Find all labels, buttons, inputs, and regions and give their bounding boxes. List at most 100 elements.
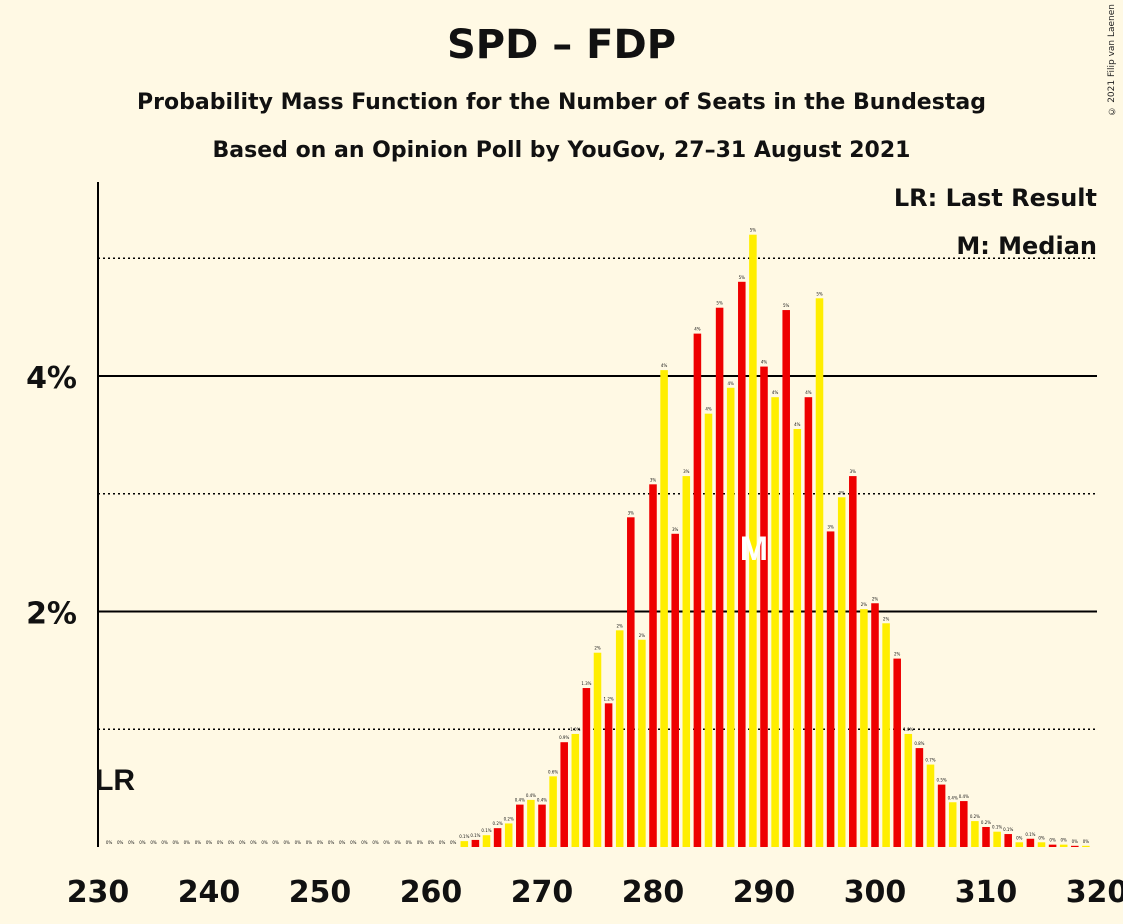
bar-label-seat-242: 0% <box>228 840 235 845</box>
bar-seat-318 <box>1071 845 1079 847</box>
bar-seat-309 <box>971 821 979 847</box>
bar-label-seat-244: 0% <box>250 840 257 845</box>
legend-median: M: Median <box>956 232 1097 260</box>
bars <box>460 234 1090 848</box>
bar-label-seat-293: 4% <box>794 422 801 427</box>
bar-label-seat-247: 0% <box>284 840 291 845</box>
bar-seat-263 <box>460 841 469 847</box>
bar-label-seat-267: 0.2% <box>504 816 514 821</box>
bar-label-seat-295: 5% <box>816 291 823 296</box>
bar-label-seat-275: 2% <box>594 646 601 651</box>
bar-seat-295 <box>815 298 824 847</box>
bar-label-seat-308: 0.4% <box>959 794 969 799</box>
bar-label-seat-268: 0.4% <box>515 798 525 803</box>
bar-label-seat-309: 0.2% <box>970 814 980 819</box>
x-tick-240: 240 <box>178 875 241 910</box>
bar-label-seat-252: 0% <box>339 840 346 845</box>
bar-label-seat-306: 0.5% <box>937 778 947 783</box>
last-result-marker: LR <box>95 764 135 797</box>
bar-seat-300 <box>871 603 879 847</box>
bar-seat-272 <box>560 742 568 847</box>
bar-seat-264 <box>471 839 480 847</box>
bar-label-seat-313: 0% <box>1016 835 1023 840</box>
bar-seat-319 <box>1082 845 1090 847</box>
bar-label-seat-269: 0.4% <box>526 793 536 798</box>
bar-seat-304 <box>915 748 924 847</box>
bar-seat-311 <box>993 831 1001 847</box>
bar-seat-298 <box>849 476 857 847</box>
bar-seat-303 <box>904 733 913 847</box>
bar-label-seat-235: 0% <box>150 840 157 845</box>
bar-seat-308 <box>960 801 968 847</box>
bar-label-seat-283: 3% <box>683 469 690 474</box>
bar-seat-279 <box>638 639 646 847</box>
bar-label-seat-282: 3% <box>672 527 679 532</box>
bar-label-seat-299: 2% <box>861 602 868 607</box>
bar-label-seat-317: 0% <box>1061 838 1068 843</box>
bar-seat-281 <box>660 370 668 847</box>
bar-seat-312 <box>1004 834 1012 847</box>
bar-seat-302 <box>893 658 901 847</box>
bar-label-seat-271: 0.6% <box>548 769 558 774</box>
bar-label-seat-315: 0% <box>1038 835 1045 840</box>
bar-label-seat-285: 4% <box>705 407 712 412</box>
x-tick-310: 310 <box>955 875 1018 910</box>
bar-label-seat-305: 0.7% <box>925 758 935 763</box>
bar-label-seat-232: 0% <box>117 840 124 845</box>
bar-label-seat-284: 4% <box>694 327 701 332</box>
bar-label-seat-274: 1.3% <box>581 681 591 686</box>
bar-label-seat-316: 0% <box>1049 838 1056 843</box>
bar-label-seat-303: 1.0% <box>903 727 913 732</box>
x-tick-labels: 230 240 250 260 270 280 290 300 310 320 <box>67 875 1123 910</box>
bar-label-seat-280: 3% <box>650 477 657 482</box>
bar-seat-280 <box>649 484 657 847</box>
bar-label-seat-272: 0.9% <box>559 735 569 740</box>
bar-label-seat-263: 0.1% <box>459 834 469 839</box>
bar-seat-283 <box>682 476 691 847</box>
bar-label-seat-264: 0.1% <box>470 833 480 838</box>
y-tick-2: 2% <box>26 597 77 632</box>
bar-label-seat-290: 4% <box>761 360 768 365</box>
bar-label-seat-286: 5% <box>716 301 723 306</box>
bar-seat-305 <box>926 764 935 847</box>
bar-seat-307 <box>948 802 957 847</box>
bar-label-seat-292: 5% <box>783 303 790 308</box>
x-tick-250: 250 <box>289 875 352 910</box>
x-tick-270: 270 <box>511 875 574 910</box>
bar-label-seat-298: 3% <box>850 469 857 474</box>
legend-last-result: LR: Last Result <box>893 184 1097 212</box>
bar-label-seat-254: 0% <box>361 840 368 845</box>
bar-label-seat-251: 0% <box>328 840 335 845</box>
bar-label-seat-249: 0% <box>306 840 313 845</box>
bar-seat-315 <box>1037 842 1046 847</box>
bar-seat-289 <box>749 234 757 847</box>
bar-label-seat-258: 0% <box>406 840 413 845</box>
bar-seat-266 <box>493 828 502 847</box>
bar-seat-282 <box>671 533 679 847</box>
bar-seat-297 <box>837 497 846 847</box>
bar-label-seat-246: 0% <box>272 840 279 845</box>
bar-seat-316 <box>1048 844 1057 847</box>
bar-label-seat-238: 0% <box>184 840 191 845</box>
bar-seat-290 <box>760 366 768 847</box>
bar-label-seat-289: 5% <box>750 228 757 233</box>
bar-label-seat-278: 3% <box>628 510 635 515</box>
bar-label-seat-276: 1.2% <box>604 696 614 701</box>
bar-value-labels: 0% 0% 0% 0% 0% 0% 0% 0% 0% 0% 0% 0% 0% 0% 0% 0% 0% 0% 0% 0%… <box>106 228 1089 845</box>
bar-seat-293 <box>793 428 802 847</box>
bar-seat-267 <box>504 823 513 847</box>
bar-seat-285 <box>704 413 713 847</box>
bar-label-seat-287: 4% <box>728 381 735 386</box>
x-tick-320: 320 <box>1066 875 1123 910</box>
y-tick-labels: 2% 4% <box>26 361 77 632</box>
bar-label-seat-234: 0% <box>139 840 146 845</box>
bar-label-seat-239: 0% <box>195 840 202 845</box>
bar-label-seat-265: 0.1% <box>481 828 491 833</box>
bar-label-seat-294: 4% <box>805 390 812 395</box>
x-tick-260: 260 <box>400 875 463 910</box>
bar-seat-276 <box>604 703 613 847</box>
bar-seat-277 <box>615 630 624 847</box>
bar-label-seat-240: 0% <box>206 840 213 845</box>
bar-label-seat-304: 0.8% <box>914 741 924 746</box>
bar-label-seat-262: 0% <box>450 840 457 845</box>
